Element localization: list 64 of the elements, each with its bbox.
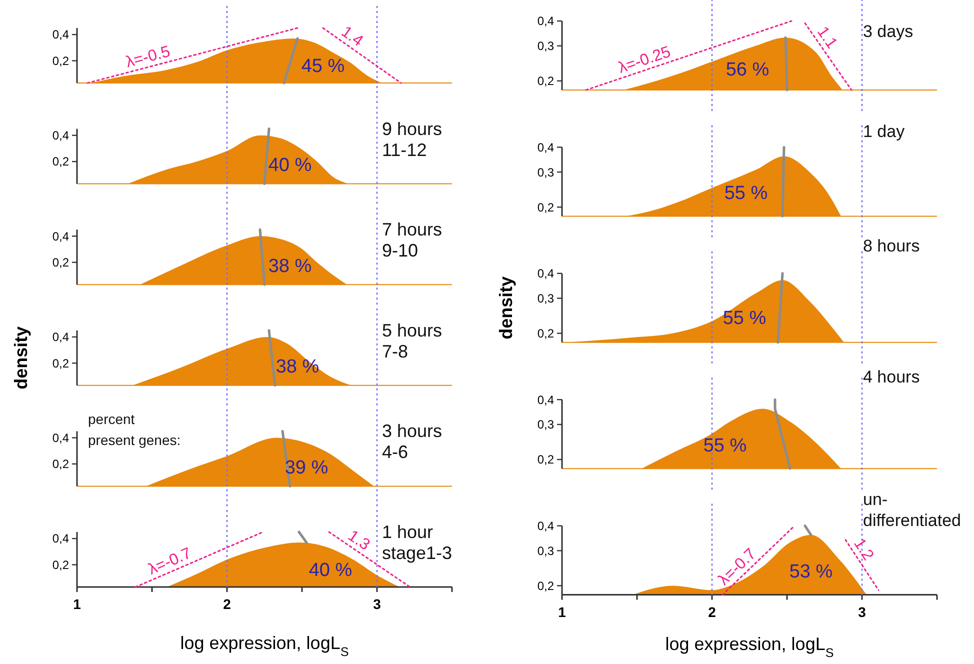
y-tick-label: 0,3 [537,165,554,180]
x-tick-label: 3 [858,604,866,620]
annotation: percent present genes: [88,411,181,448]
text: 1.2 [850,536,877,564]
annotation: 53 % [789,561,833,582]
y-tick-label: 0,4 [52,330,70,344]
y-tick-label: 0,2 [537,74,554,88]
y-axis-title: density [11,326,31,390]
annotation: 38 % [268,256,312,277]
y-tick-label: 0,2 [52,154,70,169]
annotation: 38 % [276,356,320,378]
y-tick-label: 0,4 [52,532,70,546]
annotation: 3 hours 4-6 [382,421,442,462]
x-tick-label: 2 [223,596,232,612]
annotation: un- differentiated [863,490,961,530]
y-tick-label: 0,3 [537,544,554,558]
annotation: 3 days [863,22,914,41]
y-tick-label: 0,2 [52,356,70,370]
annotation: 40 % [268,155,312,176]
text: 1.1 [813,24,840,52]
y-tick-label: 0,2 [537,578,554,593]
y-tick-label: 0,3 [537,39,554,54]
x-tick-label: 3 [373,596,382,612]
y-tick-label: 0,2 [52,457,70,472]
annotation: 40 % [308,560,352,581]
y-tick-label: 0,4 [537,14,554,28]
x-axis-title: log expression, logL$_{S}$ [665,634,834,660]
text: 1 day [863,122,906,142]
x-tick-label: 2 [708,604,716,620]
text: λ=-0.25 [616,44,673,77]
annotation: 5 hours 7-8 [382,320,442,362]
annotation: 45 % [301,56,345,77]
y-tick-label: 0,2 [537,326,554,340]
y-tick-label: 0,2 [537,200,554,214]
text: 1.4 [338,23,366,50]
annotation: 55 % [722,308,766,330]
y-tick-label: 0,4 [52,430,70,445]
y-tick-label: 0,4 [52,229,70,244]
text: 1.3 [344,527,373,554]
annotation: 55 % [724,182,768,204]
annotation: 1 hour stage1-3 [382,522,452,563]
y-tick-label: 0,2 [537,452,554,467]
y-tick-label: 0,3 [537,291,554,306]
x-axis-title: log expression, logL$_{S}$ [180,633,349,659]
y-axis-title: density [496,276,516,340]
text: 8 hours [863,236,920,256]
annotation: 9 hours 11-12 [382,118,442,160]
y-tick-label: 0,4 [537,392,554,407]
y-tick-label: 0,4 [52,28,70,42]
x-tick-label: 1 [558,604,566,620]
y-tick-label: 0,4 [537,266,554,281]
x-tick-label: 1 [73,596,82,612]
annotation: 7 hours 9-10 [382,220,442,261]
annotation: 55 % [703,435,747,456]
y-tick-label: 0,3 [537,418,554,432]
y-tick-label: 0,4 [52,128,70,143]
y-tick-label: 0,2 [52,54,70,68]
text: λ=-0.5 [124,43,172,72]
y-tick-label: 0,4 [537,140,554,154]
y-tick-label: 0,2 [52,558,70,572]
annotation: 56 % [726,60,770,81]
y-tick-label: 0,2 [52,256,70,270]
y-tick-label: 0,4 [537,519,554,533]
text: 4 hours [863,368,920,387]
